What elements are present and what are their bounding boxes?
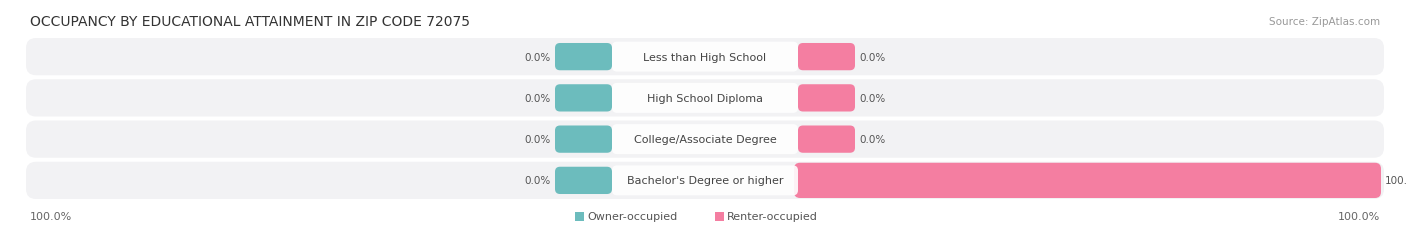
- FancyBboxPatch shape: [794, 163, 1381, 198]
- Text: Less than High School: Less than High School: [644, 52, 766, 62]
- FancyBboxPatch shape: [799, 44, 855, 71]
- Text: High School Diploma: High School Diploma: [647, 94, 763, 103]
- FancyBboxPatch shape: [799, 126, 855, 153]
- Text: Bachelor's Degree or higher: Bachelor's Degree or higher: [627, 176, 783, 185]
- FancyBboxPatch shape: [555, 126, 612, 153]
- FancyBboxPatch shape: [25, 162, 1384, 199]
- FancyBboxPatch shape: [612, 125, 799, 154]
- FancyBboxPatch shape: [612, 84, 799, 113]
- Text: OCCUPANCY BY EDUCATIONAL ATTAINMENT IN ZIP CODE 72075: OCCUPANCY BY EDUCATIONAL ATTAINMENT IN Z…: [30, 15, 470, 29]
- FancyBboxPatch shape: [555, 167, 612, 194]
- Text: Owner-occupied: Owner-occupied: [586, 211, 678, 221]
- FancyBboxPatch shape: [25, 80, 1384, 117]
- Text: 100.0%: 100.0%: [30, 211, 72, 221]
- FancyBboxPatch shape: [716, 212, 724, 221]
- FancyBboxPatch shape: [25, 121, 1384, 158]
- FancyBboxPatch shape: [799, 85, 855, 112]
- FancyBboxPatch shape: [612, 166, 799, 195]
- Text: 0.0%: 0.0%: [859, 52, 886, 62]
- Text: 0.0%: 0.0%: [524, 94, 551, 103]
- Text: 100.0%: 100.0%: [1385, 176, 1406, 185]
- FancyBboxPatch shape: [799, 167, 855, 194]
- Text: 0.0%: 0.0%: [859, 94, 886, 103]
- Text: Source: ZipAtlas.com: Source: ZipAtlas.com: [1268, 17, 1381, 27]
- FancyBboxPatch shape: [612, 43, 799, 72]
- Text: College/Associate Degree: College/Associate Degree: [634, 134, 776, 145]
- FancyBboxPatch shape: [555, 85, 612, 112]
- Text: 0.0%: 0.0%: [859, 134, 886, 145]
- FancyBboxPatch shape: [555, 44, 612, 71]
- Text: 0.0%: 0.0%: [524, 134, 551, 145]
- FancyBboxPatch shape: [575, 212, 583, 221]
- Text: 0.0%: 0.0%: [524, 176, 551, 185]
- FancyBboxPatch shape: [25, 39, 1384, 76]
- Text: 100.0%: 100.0%: [1337, 211, 1381, 221]
- Text: 0.0%: 0.0%: [524, 52, 551, 62]
- Text: Renter-occupied: Renter-occupied: [727, 211, 818, 221]
